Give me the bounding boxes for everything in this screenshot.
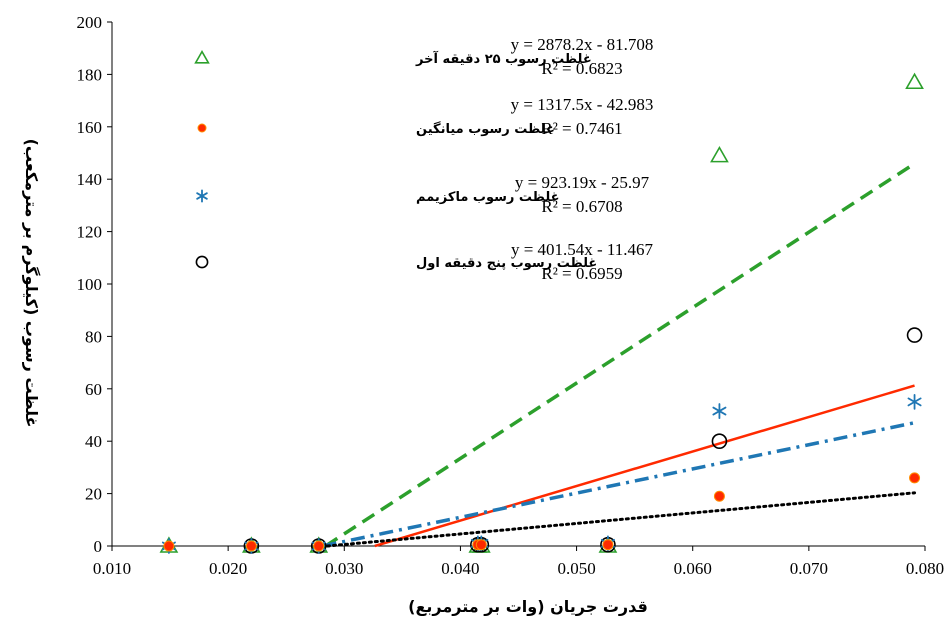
y-tick-label: 80	[85, 327, 102, 346]
x-tick-label: 0.080	[906, 559, 944, 578]
x-tick-label: 0.060	[674, 559, 712, 578]
y-tick-label: 20	[85, 485, 102, 504]
y-tick-label: 180	[77, 65, 103, 84]
legend-label-series-3: غلظت رسوب ماکزیمم	[416, 190, 560, 205]
data-point-series-3	[907, 393, 922, 410]
data-point-series-3	[712, 403, 727, 419]
data-point-series-2	[475, 539, 487, 551]
trend-equation-series-3: y = 923.19x - 25.97	[515, 173, 650, 192]
legend: غلظت رسوب ۲۵ دقیقه آخر غلظت رسوب میانگین غ…	[194, 49, 597, 271]
trend-r2-series-2: R² = 0.7461	[541, 119, 622, 138]
x-axis-title: قدرت جریان (وات بر مترمربع)	[408, 597, 648, 616]
asterisk-stroke	[196, 192, 208, 200]
trend-r2-series-1: R² = 0.6823	[541, 59, 622, 78]
y-tick-label: 140	[77, 170, 103, 189]
data-point-series-4	[711, 433, 728, 450]
y-tick-label: 160	[77, 118, 103, 137]
y-tick-label: 120	[77, 223, 103, 242]
data-point-series-1	[710, 146, 729, 163]
trendline-series-3	[322, 421, 915, 548]
x-tick-label: 0.040	[441, 559, 479, 578]
trend-r2-series-3: R² = 0.6708	[541, 197, 622, 216]
legend-label-series-2: غلظت رسوب میانگین	[416, 121, 555, 137]
y-tick-label: 0	[94, 537, 103, 556]
y-axis-title: غلظت رسوب (کیلوگرم بر مترمکعب)	[22, 139, 41, 428]
trend-equation-series-4: y = 401.54x - 11.467	[511, 240, 654, 259]
x-tick-label: 0.050	[557, 559, 595, 578]
trend-equation-series-1: y = 2878.2x - 81.708	[511, 35, 654, 54]
data-point-series-4	[906, 327, 923, 343]
data-point-series-2	[713, 490, 725, 502]
legend-marker-series-1	[194, 49, 210, 64]
data-point-series-1	[905, 72, 924, 90]
data-point-series-2	[602, 539, 614, 551]
trendline-series-4	[326, 491, 917, 548]
trend-r2-series-4: R² = 0.6959	[541, 264, 622, 283]
trendline-series-2	[374, 384, 915, 548]
x-tick-label: 0.020	[209, 559, 247, 578]
x-tick-label: 0.010	[93, 559, 131, 578]
equation-layer: y = 2878.2x - 81.708 R² = 0.6823 y = 1317.…	[511, 35, 654, 283]
y-tick-label: 40	[85, 432, 102, 451]
legend-label-series-4: غلظت رسوب پنج دقیقه اول	[416, 256, 597, 271]
y-tick-label: 60	[85, 380, 102, 399]
marker-layer	[159, 72, 924, 554]
data-point-series-2	[909, 472, 921, 484]
legend-label-series-1: غلظت رسوب ۲۵ دقیقه آخر	[415, 50, 592, 67]
x-tick-label: 0.030	[325, 559, 363, 578]
asterisk-stroke	[712, 406, 727, 416]
data-point-series-2	[163, 540, 175, 552]
x-tick-label: 0.070	[790, 559, 828, 578]
y-tick-label: 200	[77, 13, 103, 32]
plot-area: 0 20 40 60 80 100 120 140 160 180 200 0.010 0.020 0.0…	[77, 13, 945, 578]
legend-marker-series-2	[197, 123, 207, 133]
trendline-layer	[322, 162, 917, 548]
trend-equation-series-2: y = 1317.5x - 42.983	[511, 95, 654, 114]
trendline-series-1	[324, 162, 916, 548]
legend-marker-series-3	[196, 189, 208, 203]
y-tick-label: 100	[77, 275, 103, 294]
legend-marker-series-4	[195, 255, 209, 269]
data-point-series-2	[245, 540, 257, 552]
asterisk-stroke	[907, 397, 922, 407]
data-point-series-2	[313, 540, 325, 552]
